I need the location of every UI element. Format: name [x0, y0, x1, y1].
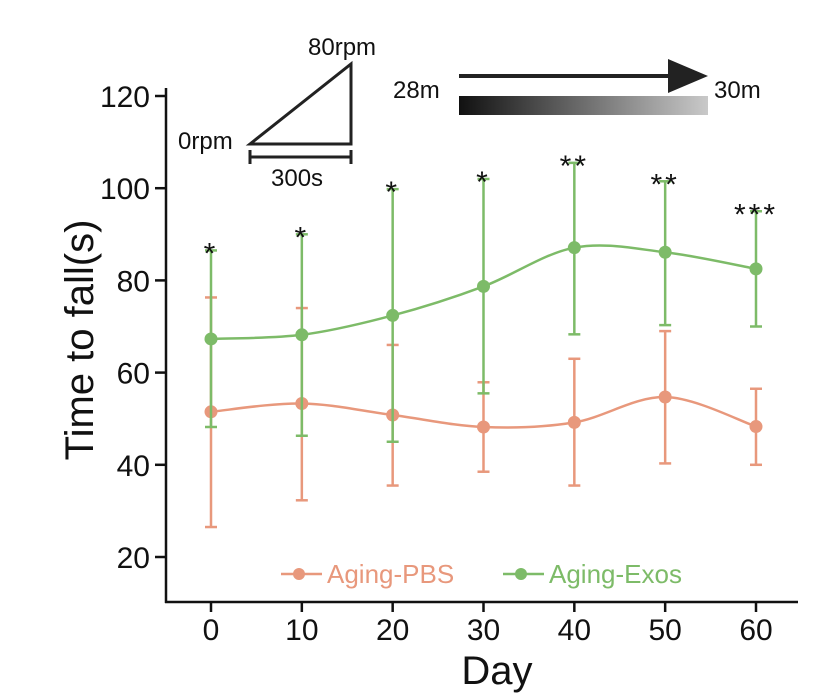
data-point-aging-exos: [567, 241, 581, 255]
y-tick-label: 60: [117, 358, 150, 391]
y-tick-label: 120: [100, 81, 150, 114]
significance-marker: *: [476, 166, 491, 199]
x-tick-label: 50: [648, 614, 681, 647]
significance-marker: *: [204, 237, 219, 270]
x-tick-label: 20: [376, 614, 409, 647]
legend-marker-aging-exos: [515, 568, 527, 580]
x-tick-label: 40: [558, 614, 591, 647]
significance-marker: *: [385, 176, 400, 209]
data-point-aging-pbs: [477, 420, 490, 434]
legend-entry-aging-exos: Aging-Exos: [503, 559, 682, 589]
y-axis-ticks: 20 40 60 80 100 120: [100, 81, 166, 575]
distance-end-label: 30m: [714, 77, 761, 104]
data-point-aging-exos: [386, 308, 400, 322]
legend: Aging-PBS Aging-Exos: [281, 559, 682, 589]
y-tick-label: 40: [117, 450, 150, 483]
x-axis-title: Day: [461, 649, 532, 693]
data-point-aging-exos: [204, 332, 218, 346]
y-tick-label: 80: [117, 265, 150, 298]
series-aging-exos: [204, 161, 763, 443]
data-point-aging-pbs: [567, 415, 581, 429]
distance-arrow-head: [668, 59, 708, 93]
x-tick-label: 0: [203, 614, 220, 647]
y-tick-label: 100: [100, 173, 150, 206]
data-point-aging-exos: [477, 279, 490, 293]
legend-label-aging-exos: Aging-Exos: [549, 559, 682, 589]
significance-marker: ***: [734, 198, 778, 231]
speed-start-label: 0rpm: [178, 128, 233, 155]
duration-label: 300s: [271, 165, 323, 192]
data-point-aging-exos: [658, 245, 672, 259]
distance-start-label: 28m: [393, 77, 440, 104]
x-tick-label: 10: [285, 614, 318, 647]
y-axis-title: Time to fall(s): [58, 220, 102, 461]
legend-marker-aging-pbs: [293, 568, 305, 580]
data-point-aging-pbs: [749, 420, 763, 434]
x-axis-ticks: 0 10 20 30 40 50 60: [203, 602, 773, 647]
speed-ramp-triangle: [245, 60, 353, 146]
significance-marker: **: [650, 168, 679, 201]
distance-inset: 28m 30m: [393, 59, 761, 115]
speed-end-label: 80rpm: [308, 34, 376, 61]
data-point-aging-exos: [295, 328, 309, 342]
significance-marker: *: [294, 221, 309, 254]
significance-marker: **: [560, 150, 589, 183]
significance-markers: * ** * *******: [204, 150, 778, 271]
legend-entry-aging-pbs: Aging-PBS: [281, 559, 454, 589]
series-layer: [204, 161, 763, 529]
distance-gradient-bar: [459, 96, 708, 115]
y-tick-label: 20: [117, 542, 150, 575]
x-tick-label: 60: [739, 614, 772, 647]
legend-label-aging-pbs: Aging-PBS: [327, 559, 454, 589]
data-point-aging-exos: [749, 262, 763, 276]
speed-ramp-inset: 80rpm 0rpm 300s: [178, 34, 376, 192]
data-point-aging-pbs: [658, 390, 672, 404]
x-tick-label: 30: [467, 614, 500, 647]
